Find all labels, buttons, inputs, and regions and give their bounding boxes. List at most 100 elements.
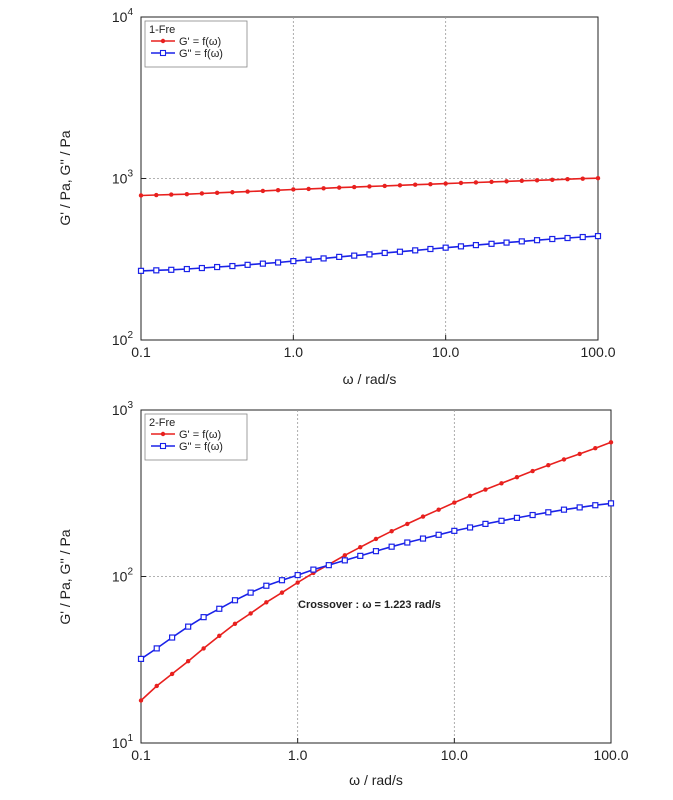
legend-label: G" = f(ω): [179, 48, 223, 60]
data-point: [533, 237, 541, 244]
data-point: [503, 239, 510, 246]
data-point: [200, 614, 207, 621]
data-point: [594, 232, 602, 240]
data-point: [488, 240, 495, 247]
data-point: [405, 521, 410, 527]
data-point: [248, 611, 253, 616]
data-point: [264, 600, 269, 605]
y-tick-base: 10: [112, 735, 128, 751]
legend-title: 1-Fre: [149, 24, 175, 36]
data-point: [278, 577, 286, 584]
data-point: [550, 177, 555, 182]
data-point: [519, 178, 524, 183]
data-point: [357, 552, 364, 559]
data-point: [352, 184, 357, 190]
data-point: [580, 176, 585, 181]
data-point: [560, 506, 568, 513]
series-g-prime: [138, 175, 601, 198]
y-tick-exponent: 2: [127, 567, 133, 578]
data-point: [291, 187, 296, 192]
data-point: [382, 183, 387, 189]
x-tick-label: 100.0: [593, 747, 628, 763]
data-point: [381, 249, 388, 257]
data-point: [436, 507, 441, 512]
data-point: [184, 191, 190, 197]
legend-label: G' = f(ω): [179, 36, 221, 48]
data-point: [279, 590, 285, 595]
data-point: [358, 544, 363, 550]
x-tick-label: 100.0: [580, 344, 615, 360]
data-point: [608, 440, 614, 445]
data-point: [351, 252, 358, 259]
data-point: [473, 180, 479, 185]
data-point: [169, 671, 175, 677]
data-point: [245, 189, 250, 194]
data-point: [498, 517, 505, 524]
data-point: [404, 539, 411, 546]
data-point: [367, 184, 372, 189]
x-tick-label: 0.1: [131, 747, 151, 763]
legend-title: 2-Fre: [149, 417, 175, 429]
y-tick-base: 10: [112, 402, 128, 418]
data-point: [366, 251, 373, 258]
series-g-double-prime: [137, 500, 615, 662]
y-tick-label: 103: [112, 400, 134, 418]
data-point: [397, 183, 403, 188]
x-axis-title: ω / rad/s: [349, 772, 403, 788]
data-point: [561, 457, 567, 462]
legend-label: G" = f(ω): [179, 441, 223, 453]
y-tick-exponent: 3: [127, 400, 133, 411]
data-point: [483, 487, 488, 492]
y-tick-base: 10: [112, 569, 128, 585]
y-tick-label: 101: [112, 733, 134, 751]
data-point: [169, 192, 174, 197]
legend: 2-Fre G' = f(ω)G" = f(ω): [144, 413, 248, 461]
data-point: [153, 267, 160, 274]
data-point: [545, 509, 552, 516]
y-tick-label: 104: [112, 7, 134, 25]
data-point: [137, 267, 145, 274]
data-point: [457, 243, 465, 250]
data-point: [595, 175, 601, 181]
data-point: [274, 259, 282, 266]
y-tick-label: 102: [112, 567, 134, 585]
data-point: [435, 531, 442, 538]
data-point: [466, 524, 474, 531]
data-point: [592, 502, 599, 509]
data-point: [244, 261, 251, 268]
data-point: [607, 500, 615, 507]
data-point: [185, 658, 191, 664]
x-tick-label: 1.0: [288, 747, 308, 763]
data-point: [458, 180, 464, 186]
data-point: [154, 683, 159, 689]
data-point: [275, 188, 281, 193]
data-point: [294, 571, 301, 579]
data-point: [198, 264, 205, 272]
data-point: [514, 474, 520, 480]
data-point: [137, 655, 145, 662]
series-g-prime: [138, 440, 614, 703]
data-point: [230, 190, 235, 195]
data-point: [214, 190, 220, 196]
x-tick-label: 1.0: [284, 344, 304, 360]
legend: 1-Fre G' = f(ω)G" = f(ω): [144, 20, 248, 68]
y-tick-exponent: 3: [127, 169, 133, 180]
data-point: [169, 634, 176, 641]
legend-box: [144, 413, 248, 461]
legend-swatch-marker: [160, 431, 166, 437]
data-point: [138, 193, 144, 198]
data-point: [199, 191, 205, 196]
data-point: [504, 179, 509, 184]
data-point: [564, 234, 571, 242]
data-point: [217, 633, 222, 639]
data-point: [443, 181, 448, 186]
data-point: [419, 535, 427, 542]
y-tick-label: 102: [112, 330, 134, 348]
data-point: [546, 463, 551, 468]
data-point: [576, 504, 583, 511]
data-point: [513, 514, 521, 521]
data-point: [263, 582, 270, 589]
data-point: [231, 597, 239, 604]
series-g-double-prime: [137, 232, 602, 274]
